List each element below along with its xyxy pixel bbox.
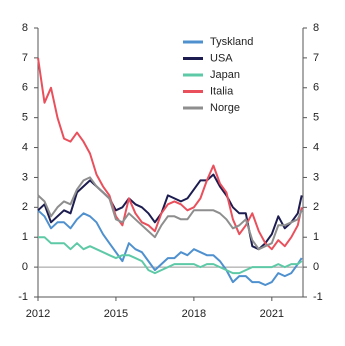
y-tick-label: 5 (22, 112, 28, 124)
y-tick-label: -1 (18, 291, 28, 303)
y-tick-label: 8 (22, 22, 28, 34)
y-tick-label: 0 (22, 261, 28, 273)
series-line (37, 57, 303, 251)
y2-tick-label: 0 (313, 261, 319, 273)
y2-tick-label: 7 (313, 52, 319, 64)
y-tick-label: 2 (22, 201, 28, 213)
y2-tick-label: 4 (313, 141, 319, 153)
series-line (37, 209, 303, 286)
series-line (37, 176, 303, 251)
x-tick-label: 2021 (260, 308, 284, 320)
y2-tick-label: 3 (313, 171, 319, 183)
legend-label: Tyskland (210, 36, 253, 48)
x-tick-label: 2012 (26, 308, 50, 320)
series-line (38, 236, 303, 275)
y2-tick-label: 8 (313, 22, 319, 34)
y-tick-label: 7 (22, 52, 28, 64)
x-tick-label: 2015 (104, 308, 128, 320)
y-tick-label: 1 (22, 231, 28, 243)
legend-label: USA (210, 52, 233, 64)
y2-tick-label: 1 (313, 231, 319, 243)
x-tick-label: 2018 (182, 308, 206, 320)
legend-label: Japan (210, 69, 240, 81)
y-tick-label: 3 (22, 171, 28, 183)
legend-label: Italia (210, 85, 234, 97)
legend-label: Norge (210, 102, 240, 114)
y-tick-label: 6 (22, 82, 28, 94)
y-tick-label: 4 (22, 141, 28, 153)
y2-tick-label: 6 (313, 82, 319, 94)
y2-tick-label: -1 (313, 291, 323, 303)
y2-tick-label: 5 (313, 112, 319, 124)
y2-tick-label: 2 (313, 201, 319, 213)
